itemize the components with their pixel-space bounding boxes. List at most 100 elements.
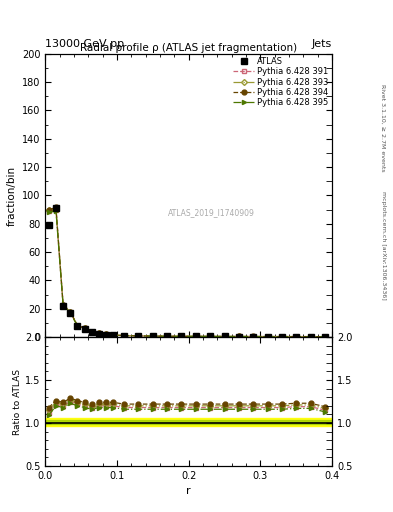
ATLAS [208, 333, 213, 339]
Pythia 6.428 394 [75, 323, 80, 329]
Text: Rivet 3.1.10, ≥ 2.7M events: Rivet 3.1.10, ≥ 2.7M events [381, 84, 386, 172]
Pythia 6.428 394 [308, 333, 313, 339]
Pythia 6.428 393 [323, 334, 327, 340]
ATLAS [323, 334, 327, 340]
Pythia 6.428 395 [111, 332, 116, 338]
Pythia 6.428 394 [61, 302, 66, 308]
Text: 13000 GeV pp: 13000 GeV pp [45, 38, 124, 49]
Line: Pythia 6.428 395: Pythia 6.428 395 [47, 209, 327, 339]
Y-axis label: fraction/bin: fraction/bin [6, 165, 16, 225]
ATLAS [90, 329, 94, 335]
ATLAS [122, 333, 127, 339]
Pythia 6.428 394 [104, 331, 108, 337]
Pythia 6.428 393 [308, 333, 313, 339]
ATLAS [61, 303, 66, 309]
Pythia 6.428 394 [323, 333, 327, 339]
Line: Pythia 6.428 394: Pythia 6.428 394 [46, 205, 327, 339]
Bar [45, 419, 332, 424]
Pythia 6.428 394 [193, 333, 198, 339]
Pythia 6.428 391 [308, 333, 313, 339]
Pythia 6.428 394 [222, 333, 227, 339]
Pythia 6.428 393 [90, 329, 94, 335]
Pythia 6.428 391 [265, 333, 270, 339]
Pythia 6.428 391 [61, 302, 66, 308]
Pythia 6.428 394 [82, 325, 87, 331]
Legend: ATLAS, Pythia 6.428 391, Pythia 6.428 393, Pythia 6.428 394, Pythia 6.428 395: ATLAS, Pythia 6.428 391, Pythia 6.428 39… [231, 55, 331, 109]
ATLAS [151, 333, 155, 339]
Y-axis label: Ratio to ATLAS: Ratio to ATLAS [13, 369, 22, 435]
Pythia 6.428 395 [46, 209, 51, 216]
Pythia 6.428 394 [265, 333, 270, 339]
ATLAS [136, 333, 141, 339]
ATLAS [222, 333, 227, 339]
Pythia 6.428 395 [279, 333, 284, 339]
Pythia 6.428 394 [111, 332, 116, 338]
Pythia 6.428 393 [111, 332, 116, 338]
Pythia 6.428 394 [294, 333, 299, 339]
ATLAS [46, 222, 51, 228]
Pythia 6.428 394 [122, 332, 127, 338]
Pythia 6.428 393 [82, 325, 87, 331]
Pythia 6.428 391 [68, 309, 73, 315]
Pythia 6.428 393 [279, 333, 284, 339]
Pythia 6.428 391 [165, 333, 169, 339]
ATLAS [308, 334, 313, 340]
Pythia 6.428 395 [294, 333, 299, 339]
Pythia 6.428 395 [323, 334, 327, 340]
Pythia 6.428 393 [265, 333, 270, 339]
ATLAS [75, 324, 80, 330]
Pythia 6.428 395 [237, 333, 241, 339]
Pythia 6.428 391 [237, 333, 241, 339]
Pythia 6.428 391 [82, 325, 87, 331]
Pythia 6.428 391 [179, 333, 184, 339]
Pythia 6.428 395 [265, 333, 270, 339]
Pythia 6.428 393 [179, 333, 184, 339]
Text: Jets: Jets [312, 38, 332, 49]
Pythia 6.428 393 [75, 323, 80, 329]
ATLAS [165, 333, 169, 339]
Title: Radial profile ρ (ATLAS jet fragmentation): Radial profile ρ (ATLAS jet fragmentatio… [80, 43, 297, 53]
Text: ATLAS_2019_I1740909: ATLAS_2019_I1740909 [168, 208, 255, 217]
Pythia 6.428 391 [53, 206, 58, 212]
ATLAS [68, 310, 73, 316]
Pythia 6.428 395 [151, 333, 155, 339]
Pythia 6.428 394 [68, 309, 73, 315]
Pythia 6.428 393 [193, 333, 198, 339]
Pythia 6.428 391 [151, 333, 155, 339]
Pythia 6.428 395 [90, 329, 94, 335]
Pythia 6.428 393 [68, 309, 73, 315]
Text: mcplots.cern.ch [arXiv:1306.3436]: mcplots.cern.ch [arXiv:1306.3436] [381, 191, 386, 300]
ATLAS [179, 333, 184, 339]
Pythia 6.428 395 [179, 333, 184, 339]
ATLAS [82, 326, 87, 332]
Pythia 6.428 393 [251, 333, 255, 339]
Pythia 6.428 395 [136, 333, 141, 339]
ATLAS [193, 333, 198, 339]
Pythia 6.428 394 [208, 333, 213, 339]
Pythia 6.428 393 [104, 331, 108, 337]
Pythia 6.428 391 [294, 333, 299, 339]
ATLAS [111, 332, 116, 338]
Pythia 6.428 393 [136, 333, 141, 339]
Pythia 6.428 394 [279, 333, 284, 339]
Pythia 6.428 391 [193, 333, 198, 339]
Pythia 6.428 391 [323, 334, 327, 340]
X-axis label: r: r [186, 486, 191, 496]
Pythia 6.428 395 [75, 323, 80, 329]
Pythia 6.428 395 [308, 333, 313, 339]
Pythia 6.428 393 [165, 333, 169, 339]
Pythia 6.428 395 [53, 208, 58, 214]
Pythia 6.428 391 [122, 333, 127, 339]
Pythia 6.428 391 [208, 333, 213, 339]
Pythia 6.428 393 [208, 333, 213, 339]
ATLAS [251, 333, 255, 339]
Pythia 6.428 393 [222, 333, 227, 339]
Pythia 6.428 394 [237, 333, 241, 339]
Line: Pythia 6.428 393: Pythia 6.428 393 [47, 207, 327, 339]
Pythia 6.428 391 [75, 323, 80, 329]
Pythia 6.428 394 [90, 329, 94, 335]
Line: ATLAS: ATLAS [46, 205, 328, 339]
ATLAS [294, 333, 299, 339]
Pythia 6.428 395 [97, 330, 101, 336]
Pythia 6.428 395 [165, 333, 169, 339]
